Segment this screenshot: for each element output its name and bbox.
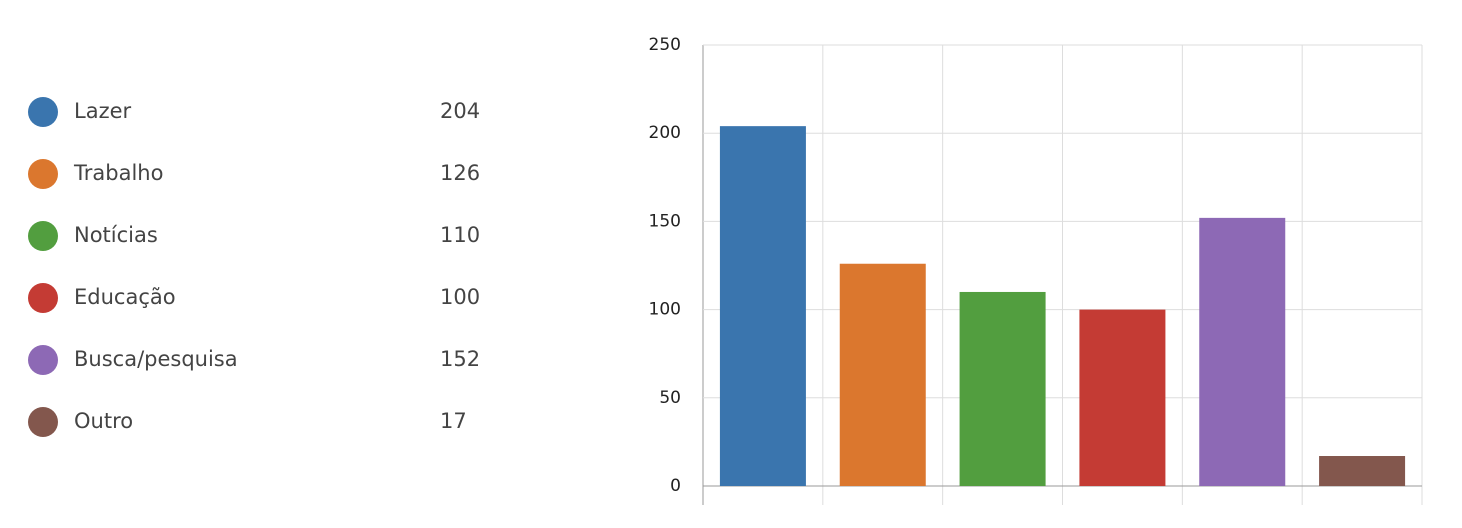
bar (719, 126, 806, 487)
legend-swatch (28, 159, 58, 189)
y-tick-label: 0 (670, 476, 681, 496)
legend-label: Notícias (74, 223, 158, 247)
legend-label: Busca/pesquisa (74, 347, 238, 371)
y-tick-label: 250 (649, 35, 681, 55)
legend-swatch (28, 407, 58, 437)
legend-swatch (28, 345, 58, 375)
bar (1199, 217, 1286, 486)
bar (1079, 309, 1166, 486)
y-tick-label: 200 (649, 123, 681, 143)
legend-label: Lazer (74, 99, 132, 123)
y-tick-label: 150 (649, 211, 681, 231)
legend-value: 110 (440, 223, 480, 247)
legend-swatch (28, 283, 58, 313)
bar (1319, 456, 1406, 486)
legend-value: 204 (440, 99, 480, 123)
bar (959, 291, 1046, 486)
y-tick-label: 50 (659, 388, 681, 408)
legend-value: 100 (440, 285, 480, 309)
legend-value: 17 (440, 409, 467, 433)
legend-value: 152 (440, 347, 480, 371)
legend-value: 126 (440, 161, 480, 185)
legend-swatch (28, 221, 58, 251)
legend-label: Outro (74, 409, 133, 433)
legend-swatch (28, 97, 58, 127)
bar (839, 263, 926, 486)
legend-label: Educação (74, 285, 176, 309)
y-tick-label: 100 (649, 300, 681, 320)
legend-label: Trabalho (73, 161, 163, 185)
